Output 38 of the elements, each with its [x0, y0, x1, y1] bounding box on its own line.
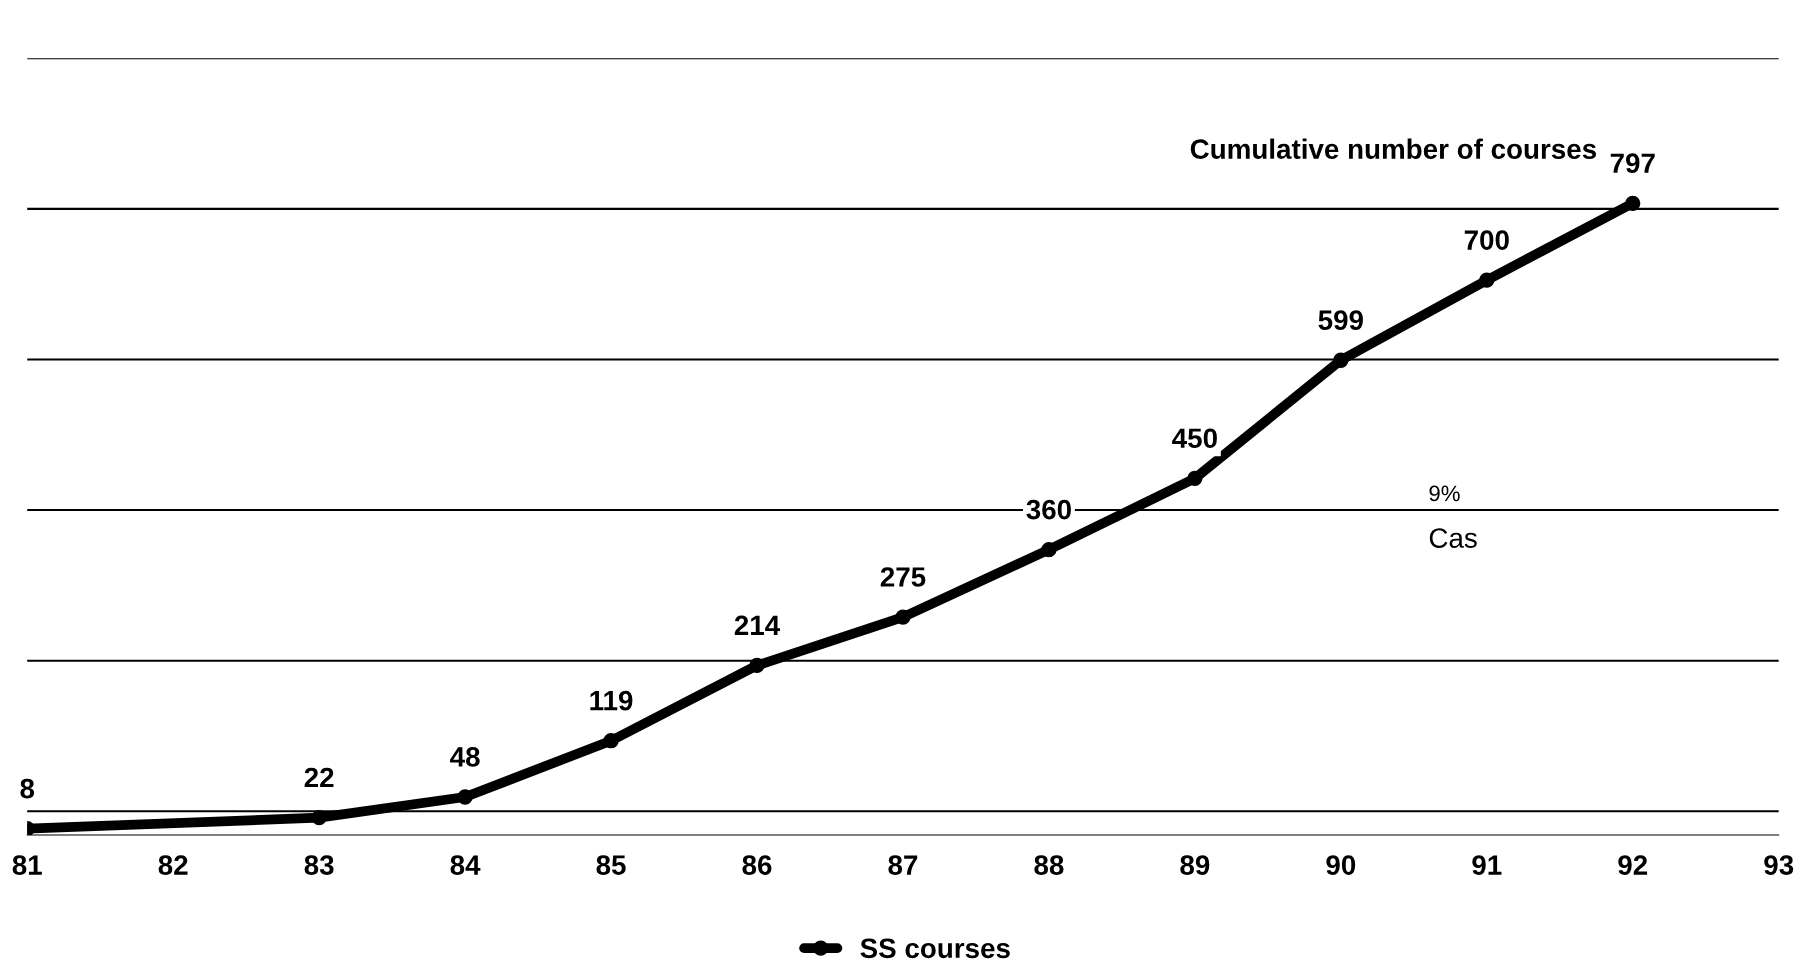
data-label: 119	[590, 690, 633, 711]
x-tick-label: 84	[450, 855, 481, 875]
data-label: 275	[880, 567, 926, 587]
point	[1625, 195, 1641, 211]
x-tick-label: 83	[304, 855, 334, 875]
data-label: 214	[734, 615, 781, 635]
data-label: 22	[304, 767, 334, 788]
point	[895, 609, 911, 625]
data-label: 8	[20, 778, 35, 799]
annotation: 9%	[1429, 485, 1460, 502]
point	[603, 733, 619, 749]
legend-label: SS courses	[860, 938, 1010, 959]
x-tick-label: 86	[742, 855, 772, 875]
x-tick-label: 85	[596, 855, 626, 875]
point	[1479, 272, 1495, 288]
data-label: 599	[1318, 310, 1363, 330]
point	[749, 657, 765, 674]
x-tick-label: 88	[1034, 855, 1064, 875]
data-label: 700	[1464, 230, 1509, 250]
x-tick-label: 81	[12, 855, 42, 875]
point	[311, 809, 327, 826]
point	[1041, 542, 1057, 558]
point	[1333, 352, 1349, 368]
point	[1187, 470, 1203, 487]
annotation: Cas	[1429, 528, 1477, 548]
x-tick-label: 82	[158, 855, 188, 875]
x-tick-label: 92	[1618, 855, 1648, 875]
data-label: 360	[1026, 499, 1071, 520]
x-tick-label: 87	[888, 855, 918, 875]
data-label: 797	[1610, 153, 1655, 174]
data-label: 48	[450, 747, 480, 767]
x-tick-label: 93	[1764, 855, 1794, 875]
x-tick-label: 89	[1180, 855, 1210, 875]
text: Cumulative number of courses	[1190, 138, 1596, 159]
x-tick-label: 91	[1472, 855, 1502, 875]
x-tick-label: 90	[1326, 855, 1356, 875]
data-label: 450	[1172, 428, 1217, 449]
point	[457, 789, 473, 805]
